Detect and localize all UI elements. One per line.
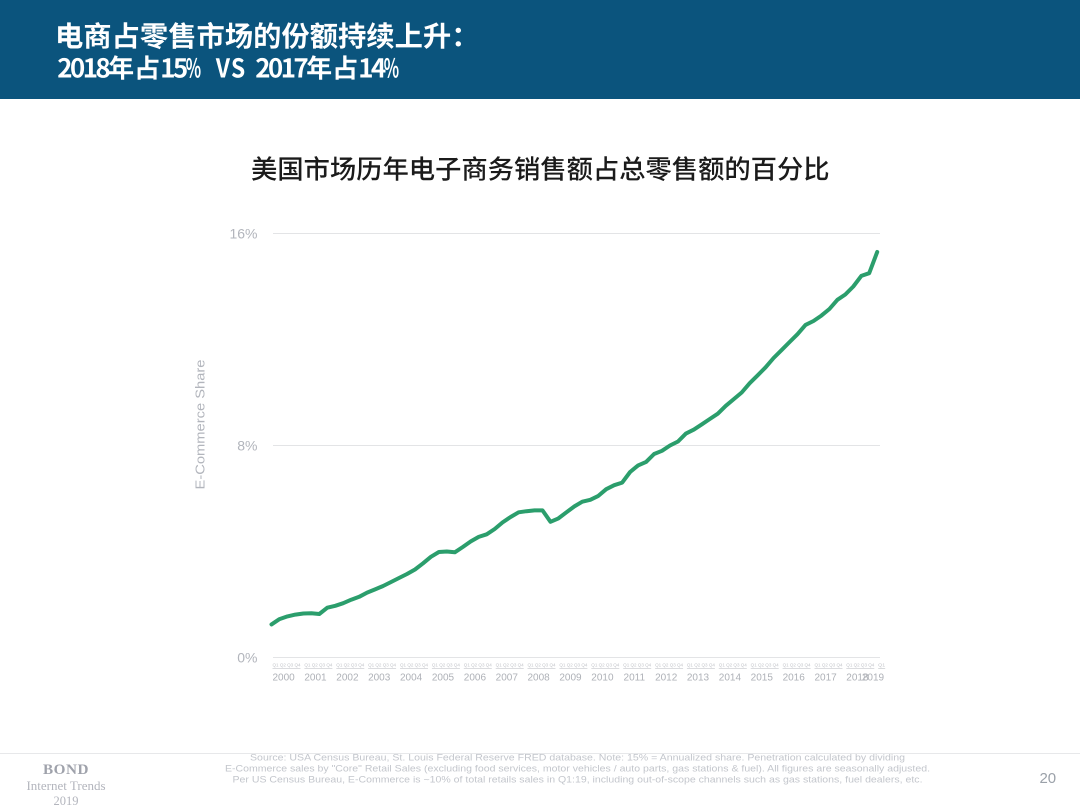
- svg-text:2019: 2019: [862, 673, 885, 684]
- svg-text:2003: 2003: [368, 673, 391, 684]
- svg-text:Source: USA Census Bureau, St.: Source: USA Census Bureau, St. Louis Fed…: [250, 753, 905, 763]
- svg-text:Q1 Q2 Q3 Q4: Q1 Q2 Q3 Q4: [815, 663, 844, 668]
- svg-text:Q1 Q2 Q3 Q4: Q1 Q2 Q3 Q4: [336, 663, 365, 668]
- svg-text:2000: 2000: [272, 673, 295, 684]
- svg-text:Q1 Q2 Q3 Q4: Q1 Q2 Q3 Q4: [528, 663, 557, 668]
- svg-text:Q1 Q2 Q3 Q4: Q1 Q2 Q3 Q4: [400, 663, 429, 668]
- svg-text:Q1 Q2 Q3 Q4: Q1 Q2 Q3 Q4: [655, 663, 684, 668]
- svg-text:Q1 Q2 Q3 Q4: Q1 Q2 Q3 Q4: [304, 663, 333, 668]
- svg-text:2006: 2006: [464, 673, 487, 684]
- svg-text:Per US Census Bureau, E-Commer: Per US Census Bureau, E-Commerce is ~10%…: [233, 775, 923, 785]
- svg-text:2017: 2017: [814, 673, 837, 684]
- svg-text:Q1 Q2 Q3 Q4: Q1 Q2 Q3 Q4: [846, 663, 875, 668]
- svg-text:2009: 2009: [559, 673, 582, 684]
- svg-text:Q1 Q2 Q3 Q4: Q1 Q2 Q3 Q4: [751, 663, 780, 668]
- svg-text:2019: 2019: [54, 794, 79, 808]
- svg-text:Q1 Q2 Q3 Q4: Q1 Q2 Q3 Q4: [432, 663, 461, 668]
- svg-text:Q1 Q2 Q3 Q4: Q1 Q2 Q3 Q4: [496, 663, 525, 668]
- svg-text:2010: 2010: [591, 673, 614, 684]
- svg-text:2016: 2016: [783, 673, 806, 684]
- svg-text:Q1 Q2 Q3 Q4: Q1 Q2 Q3 Q4: [687, 663, 716, 668]
- svg-text:Q1 Q2 Q3 Q4: Q1 Q2 Q3 Q4: [559, 663, 588, 668]
- svg-text:Q1 Q2 Q3 Q4: Q1 Q2 Q3 Q4: [368, 663, 397, 668]
- svg-text:Q1 Q2 Q3 Q4: Q1 Q2 Q3 Q4: [623, 663, 652, 668]
- svg-text:E-Commerce sales by "Core" Ret: E-Commerce sales by "Core" Retail Sales …: [225, 764, 930, 774]
- svg-text:0%: 0%: [237, 650, 257, 666]
- svg-text:Q1: Q1: [878, 663, 886, 668]
- svg-text:16%: 16%: [229, 226, 257, 242]
- svg-text:2004: 2004: [400, 673, 423, 684]
- svg-text:2011: 2011: [624, 673, 646, 684]
- svg-text:2013: 2013: [687, 673, 710, 684]
- svg-text:Q1 Q2 Q3 Q4: Q1 Q2 Q3 Q4: [591, 663, 620, 668]
- svg-text:2012: 2012: [655, 673, 678, 684]
- svg-text:2015: 2015: [751, 673, 774, 684]
- svg-text:Q1 Q2 Q3 Q4: Q1 Q2 Q3 Q4: [783, 663, 812, 668]
- svg-text:E-Commerce Share: E-Commerce Share: [193, 360, 208, 490]
- svg-text:2008: 2008: [527, 673, 550, 684]
- svg-text:Internet Trends: Internet Trends: [26, 778, 105, 793]
- svg-text:2007: 2007: [496, 673, 519, 684]
- svg-text:2001: 2001: [304, 673, 327, 684]
- svg-text:Q1 Q2 Q3 Q4: Q1 Q2 Q3 Q4: [273, 663, 302, 668]
- svg-text:8%: 8%: [237, 438, 257, 454]
- svg-text:2002: 2002: [336, 673, 359, 684]
- svg-text:2018: 2018: [846, 673, 869, 684]
- svg-text:2014: 2014: [719, 673, 742, 684]
- svg-text:Q1 Q2 Q3 Q4: Q1 Q2 Q3 Q4: [719, 663, 748, 668]
- svg-text:2005: 2005: [432, 673, 455, 684]
- svg-text:BOND: BOND: [43, 761, 89, 778]
- svg-text:20: 20: [1039, 770, 1056, 787]
- svg-text:Q1 Q2 Q3 Q4: Q1 Q2 Q3 Q4: [464, 663, 493, 668]
